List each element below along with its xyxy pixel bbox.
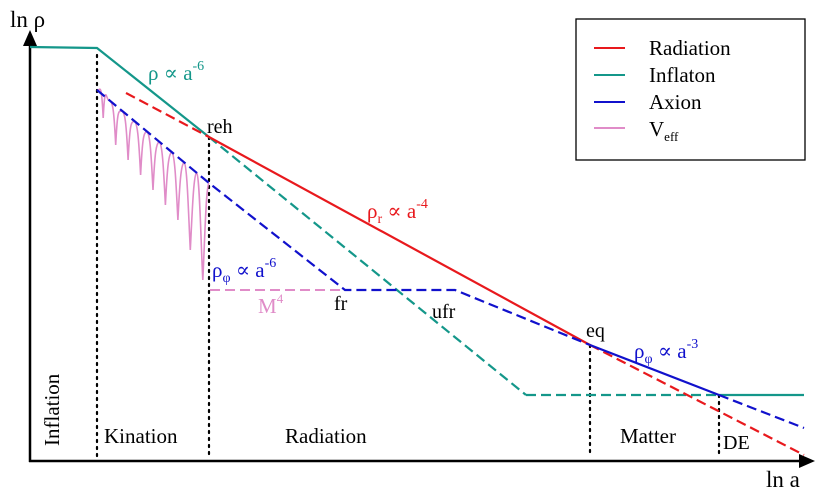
legend-label-radiation: Radiation (649, 36, 731, 60)
inflaton-solid-segment (29, 45, 210, 138)
potential-scale-label: M4 (258, 291, 284, 318)
y-axis-arrowhead (23, 30, 37, 46)
radiation-dashed-late-segment (589, 344, 805, 456)
y-axis-label: ln ρ (10, 7, 45, 32)
veff-potential-curve (96, 88, 345, 291)
equality-marker-label: eq (586, 320, 605, 342)
legend-label-inflaton: Inflaton (649, 63, 716, 87)
reheating-marker-label: reh (207, 116, 233, 138)
legend-label-veff: Veff (649, 117, 679, 144)
axion-matter-scaling-label: ρφ ∝ a-3 (634, 337, 698, 367)
event-markers: reh fr ufr eq DE (207, 116, 750, 454)
era-label-kination: Kination (104, 424, 178, 448)
era-label-matter: Matter (620, 424, 676, 448)
radiation-dashed-early-segment (125, 92, 210, 138)
inflaton-curve (29, 45, 804, 397)
freeze-marker-label: fr (334, 293, 348, 315)
axion-dashed-early-segment (96, 89, 591, 347)
radiation-solid-segment (208, 136, 591, 346)
axion-curve (96, 89, 805, 430)
radiation-curve (125, 92, 805, 456)
inflaton-scaling-label: ρ ∝ a-6 (148, 59, 204, 85)
legend-label-axion: Axion (649, 90, 702, 114)
axion-dashed-late-segment (718, 393, 805, 430)
dark-energy-marker-label: DE (723, 432, 750, 454)
axes: ln ρ ln a (10, 7, 815, 492)
veff-oscillation-curve (96, 88, 210, 281)
era-labels: Inflation Kination Radiation Matter (40, 373, 676, 448)
axion-solid-segment (589, 343, 720, 397)
era-separators (95, 53, 721, 459)
axion-kination-scaling-label: ρφ ∝ a-6 (212, 256, 276, 286)
legend-box (575, 18, 806, 161)
legend: Radiation Inflaton Axion Veff (575, 18, 806, 161)
era-label-inflation: Inflation (40, 373, 64, 446)
scaling-annotations: ρ ∝ a-6 ρr ∝ a-4 ρφ ∝ a-6 ρφ ∝ a-3 M4 (148, 59, 698, 367)
radiation-scaling-label: ρr ∝ a-4 (367, 197, 428, 227)
era-label-radiation: Radiation (285, 424, 367, 448)
x-axis-arrowhead (799, 454, 815, 468)
unfreeze-marker-label: ufr (432, 301, 456, 323)
inflaton-dashed-decay-segment (208, 136, 527, 396)
x-axis-label: ln a (766, 467, 800, 492)
